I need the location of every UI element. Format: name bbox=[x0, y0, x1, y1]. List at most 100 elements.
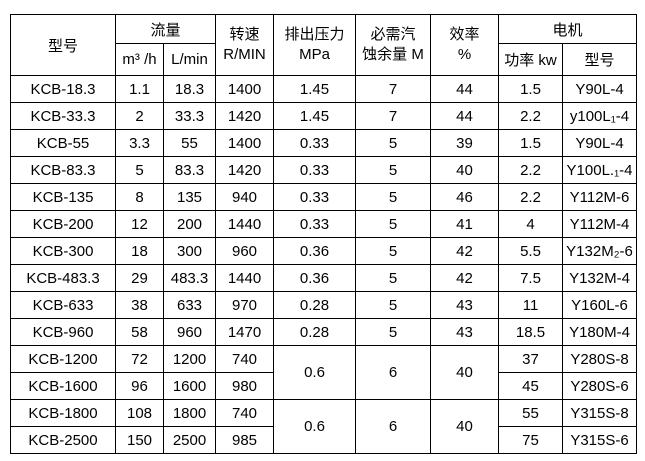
cell-npsh: 5 bbox=[355, 210, 432, 238]
cell-motor: Y112M-6 bbox=[562, 183, 638, 211]
cell-m3h: 29 bbox=[115, 264, 164, 292]
pump-spec-table: 型号 流量 转速 R/MIN 排出压力 MPa 必需汽 蚀余量 M 效率 % bbox=[10, 14, 638, 454]
cell-m3h: 3.3 bbox=[115, 129, 164, 157]
cell-m3h: 5 bbox=[115, 156, 164, 184]
cell-model: KCB-483.3 bbox=[10, 264, 116, 292]
table-row: KCB-135 8 135 940 0.33 5 46 2.2 Y112M-6 bbox=[10, 183, 638, 211]
header-speed-unit: R/MIN bbox=[223, 46, 266, 63]
cell-rpm: 1420 bbox=[215, 102, 275, 130]
cell-model: KCB-83.3 bbox=[10, 156, 116, 184]
table-row: KCB-2500 150 2500 985 75 Y315S-6 bbox=[10, 426, 638, 454]
header-npsh-line1: 必需汽 bbox=[370, 25, 416, 43]
cell-lmin: 483.3 bbox=[162, 264, 217, 292]
cell-mpa: 0.33 bbox=[273, 129, 357, 157]
cell-eff: 46 bbox=[430, 183, 500, 211]
cell-lmin: 135 bbox=[162, 183, 217, 211]
cell-kw: 45 bbox=[498, 372, 564, 400]
header-model: 型号 bbox=[10, 14, 116, 76]
cell-lmin: 1200 bbox=[162, 345, 217, 373]
cell-npsh: 5 bbox=[355, 156, 432, 184]
cell-mpa: 0.33 bbox=[273, 210, 357, 238]
cell-motor: Y132M₂-6 bbox=[562, 237, 638, 265]
table-row: KCB-1200 72 1200 740 0.6 6 40 37 Y280S-8 bbox=[10, 345, 638, 400]
header-motor-power: 功率 kw bbox=[498, 43, 564, 76]
cell-motor: Y112M-4 bbox=[562, 210, 638, 238]
cell-motor: Y315S-6 bbox=[562, 426, 638, 454]
cell-npsh: 5 bbox=[355, 183, 432, 211]
cell-motor: Y315S-8 bbox=[562, 399, 638, 427]
cell-npsh: 5 bbox=[355, 237, 432, 265]
header-efficiency: 效率 % bbox=[430, 14, 500, 76]
cell-rpm: 1470 bbox=[215, 318, 275, 346]
cell-npsh: 6 bbox=[355, 399, 432, 454]
header-row-1: 型号 流量 转速 R/MIN 排出压力 MPa 必需汽 蚀余量 M 效率 % bbox=[10, 14, 638, 76]
cell-rpm: 740 bbox=[215, 345, 275, 373]
table-body: KCB-18.3 1.1 18.3 1400 1.45 7 44 1.5 Y90L-4 KCB-3… bbox=[10, 75, 638, 454]
cell-model: KCB-55 bbox=[10, 129, 116, 157]
cell-motor: Y160L-6 bbox=[562, 291, 638, 319]
cell-npsh: 7 bbox=[355, 102, 432, 130]
cell-motor: Y132M-4 bbox=[562, 264, 638, 292]
cell-motor: Y280S-6 bbox=[562, 372, 638, 400]
cell-kw: 1.5 bbox=[498, 75, 564, 103]
table-row: KCB-18.3 1.1 18.3 1400 1.45 7 44 1.5 Y90L-4 bbox=[10, 75, 638, 103]
cell-rpm: 980 bbox=[215, 372, 275, 400]
cell-kw: 1.5 bbox=[498, 129, 564, 157]
cell-rpm: 1400 bbox=[215, 129, 275, 157]
cell-rpm: 1400 bbox=[215, 75, 275, 103]
cell-lmin: 300 bbox=[162, 237, 217, 265]
cell-lmin: 1600 bbox=[162, 372, 217, 400]
table-row: KCB-300 18 300 960 0.36 5 42 5.5 Y132M₂-6 bbox=[10, 237, 638, 265]
table-row: KCB-483.3 29 483.3 1440 0.36 5 42 7.5 Y132M-4 bbox=[10, 264, 638, 292]
cell-mpa: 0.36 bbox=[273, 237, 357, 265]
cell-npsh: 5 bbox=[355, 318, 432, 346]
cell-motor: Y90L-4 bbox=[562, 129, 638, 157]
cell-eff: 42 bbox=[430, 237, 500, 265]
cell-mpa: 0.28 bbox=[273, 291, 357, 319]
cell-mpa: 0.36 bbox=[273, 264, 357, 292]
table-header: 型号 流量 转速 R/MIN 排出压力 MPa 必需汽 蚀余量 M 效率 % bbox=[10, 14, 638, 76]
cell-model: KCB-1200 bbox=[10, 345, 116, 373]
cell-m3h: 18 bbox=[115, 237, 164, 265]
header-motor-model: 型号 bbox=[562, 43, 638, 76]
cell-model: KCB-300 bbox=[10, 237, 116, 265]
cell-eff: 40 bbox=[430, 399, 500, 454]
cell-m3h: 2 bbox=[115, 102, 164, 130]
header-efficiency-name: 效率 bbox=[449, 25, 480, 43]
cell-motor: Y180M-4 bbox=[562, 318, 638, 346]
cell-motor: y100L₁-4 bbox=[562, 102, 638, 130]
cell-lmin: 2500 bbox=[162, 426, 217, 454]
cell-rpm: 1420 bbox=[215, 156, 275, 184]
cell-kw: 11 bbox=[498, 291, 564, 319]
cell-m3h: 38 bbox=[115, 291, 164, 319]
cell-mpa: 0.33 bbox=[273, 183, 357, 211]
table-row: KCB-633 38 633 970 0.28 5 43 11 Y160L-6 bbox=[10, 291, 638, 319]
cell-lmin: 633 bbox=[162, 291, 217, 319]
cell-npsh: 5 bbox=[355, 129, 432, 157]
cell-lmin: 18.3 bbox=[162, 75, 217, 103]
header-discharge-pressure-unit: MPa bbox=[299, 46, 330, 63]
cell-model: KCB-1800 bbox=[10, 399, 116, 427]
cell-eff: 42 bbox=[430, 264, 500, 292]
cell-mpa: 0.28 bbox=[273, 318, 357, 346]
cell-m3h: 58 bbox=[115, 318, 164, 346]
table-row: KCB-200 12 200 1440 0.33 5 41 4 Y112M-4 bbox=[10, 210, 638, 238]
header-npsh-line2: 蚀余量 M bbox=[362, 46, 424, 63]
cell-lmin: 960 bbox=[162, 318, 217, 346]
cell-motor: Y280S-8 bbox=[562, 345, 638, 373]
header-discharge-pressure: 排出压力 MPa bbox=[273, 14, 357, 76]
cell-lmin: 200 bbox=[162, 210, 217, 238]
cell-model: KCB-135 bbox=[10, 183, 116, 211]
cell-eff: 40 bbox=[430, 156, 500, 184]
cell-eff: 43 bbox=[430, 291, 500, 319]
cell-kw: 18.5 bbox=[498, 318, 564, 346]
cell-model: KCB-1600 bbox=[10, 372, 116, 400]
header-speed: 转速 R/MIN bbox=[215, 14, 275, 76]
table-row: KCB-33.3 2 33.3 1420 1.45 7 44 2.2 y100L₁-4 bbox=[10, 102, 638, 130]
cell-npsh: 5 bbox=[355, 291, 432, 319]
cell-kw: 5.5 bbox=[498, 237, 564, 265]
cell-eff: 41 bbox=[430, 210, 500, 238]
header-motor: 电机 bbox=[498, 14, 638, 44]
cell-mpa: 0.33 bbox=[273, 156, 357, 184]
